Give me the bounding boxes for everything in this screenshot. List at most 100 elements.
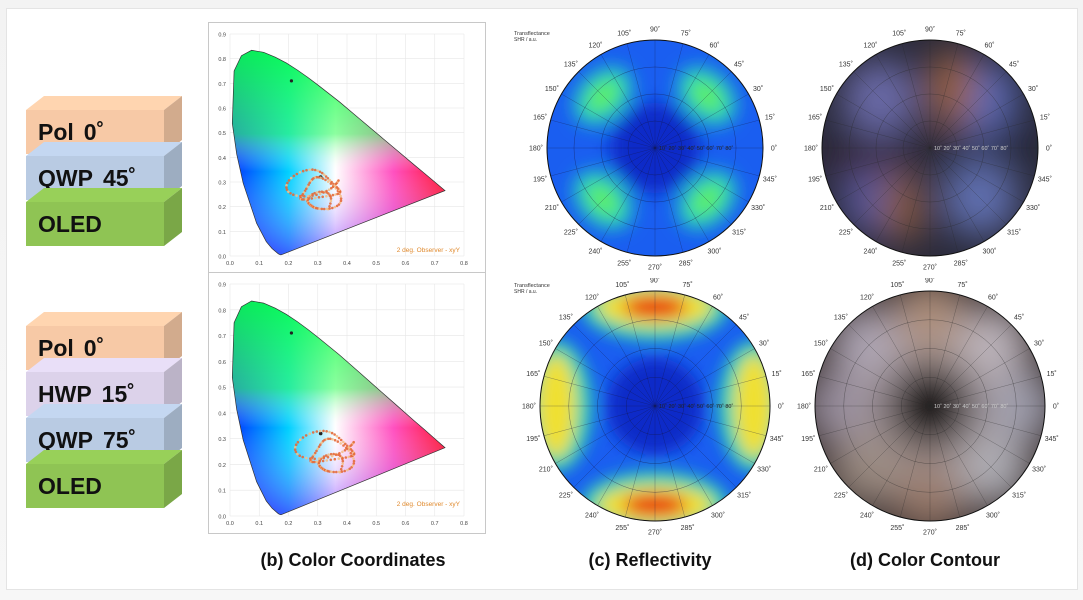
angle-label: 15˚ (1047, 370, 1057, 378)
circle-shape (299, 194, 302, 198)
angle-label: 240˚ (588, 248, 602, 256)
line-shape (654, 119, 760, 149)
line-shape (654, 306, 713, 407)
circle-shape (339, 467, 343, 471)
circle-shape (304, 197, 308, 201)
angle-label: 255˚ (615, 524, 629, 532)
layer-angle: 0˚ (83, 118, 105, 145)
x-tick-label: 0.2 (285, 521, 293, 527)
line-shape (929, 147, 1024, 203)
line-shape (654, 294, 685, 407)
angle-label: 270˚ (923, 264, 937, 272)
circle-shape (292, 174, 296, 178)
x-tick-label: 0.6 (402, 261, 410, 267)
line-shape (578, 147, 656, 225)
angle-label: 330˚ (757, 466, 771, 474)
circle-shape (318, 170, 322, 174)
caption-color-coordinates: (b) Color Coordinates (260, 550, 446, 570)
angle-label: 255˚ (890, 524, 904, 532)
angle-label: 135˚ (564, 60, 578, 68)
layer-angle: 45˚ (102, 164, 137, 191)
circle-shape (349, 447, 352, 451)
circle-shape (313, 460, 316, 464)
angle-label: 90˚ (925, 26, 935, 34)
y-tick-label: 0.5 (218, 131, 226, 137)
circle-shape (292, 193, 295, 196)
circle-shape (307, 194, 310, 198)
cie-frame (208, 272, 486, 534)
angle-label: 120˚ (585, 293, 599, 301)
y-tick-label: 0.0 (218, 515, 226, 521)
layer-label: QWP (38, 164, 93, 191)
circle-shape (331, 193, 335, 197)
angle-label: 75˚ (683, 281, 693, 289)
line-shape (625, 294, 656, 407)
angle-label: 270˚ (648, 529, 662, 537)
circle-shape (337, 457, 341, 460)
angle-label: 270˚ (923, 529, 937, 537)
y-tick-label: 0.3 (218, 437, 226, 443)
angle-label: 60˚ (984, 41, 994, 49)
circle-shape (305, 168, 308, 172)
layer-label: HWP (38, 380, 92, 407)
line-shape (929, 71, 1007, 149)
angle-label: 180˚ (529, 145, 543, 153)
polar-outline (546, 39, 764, 257)
circle-shape (315, 449, 318, 453)
angle-label: 180˚ (522, 403, 536, 411)
circle-shape (295, 194, 298, 197)
angle-label: 345˚ (1045, 435, 1059, 443)
layer-top-face (26, 450, 182, 464)
angle-label: 75˚ (958, 281, 968, 289)
radial-labels: 10˚ 20˚ 30˚ 40˚ 50˚ 60˚ 70˚ 80˚ (659, 145, 733, 152)
y-tick-label: 0.6 (218, 107, 226, 113)
line-shape (872, 306, 931, 407)
layer-side-face (164, 358, 182, 416)
angle-label: 210˚ (820, 204, 834, 212)
line-shape (654, 71, 732, 149)
circle-shape (352, 440, 355, 444)
layer-front-face: OLED (26, 464, 164, 508)
circle-shape (319, 176, 322, 179)
line-shape (929, 147, 959, 253)
circle-shape (315, 460, 319, 464)
angle-label: 0˚ (1046, 145, 1052, 153)
circle-shape (341, 459, 345, 463)
layer-side-face (164, 142, 182, 200)
angle-label: 270˚ (648, 264, 662, 272)
y-tick-label: 0.5 (218, 386, 226, 392)
angle-label: 165˚ (808, 114, 822, 122)
line-shape (654, 147, 749, 203)
circle-shape (296, 440, 300, 444)
circle-shape (324, 175, 328, 178)
line-shape (654, 54, 710, 149)
circle-shape (332, 470, 335, 474)
ellipse-shape (881, 173, 925, 242)
line-shape (543, 376, 656, 407)
line-shape (654, 376, 767, 407)
line-shape (654, 147, 732, 225)
circle-shape (352, 457, 355, 460)
circle-shape (333, 205, 337, 209)
cie-panel-top: 0.9 0.8 0.7 0.6 0.5 0.4 0.3 0.2 0.1 0.0 0.0 0.1 0.2 0… (208, 22, 486, 274)
circle-shape (321, 195, 324, 199)
layer-angle: 75˚ (102, 426, 137, 453)
line-shape (836, 93, 931, 149)
angle-label: 285˚ (679, 259, 693, 267)
x-tick-label: 0.3 (314, 261, 322, 267)
line-shape (929, 405, 1030, 464)
angle-label: 345˚ (770, 435, 784, 443)
angle-label: 105˚ (892, 30, 906, 38)
line-shape (626, 43, 656, 149)
line-shape (929, 306, 988, 407)
circle-shape (304, 434, 308, 437)
line-shape (654, 348, 755, 407)
angle-label: 255˚ (892, 259, 906, 267)
line-shape (561, 147, 656, 203)
circle-shape (287, 190, 290, 193)
line-shape (573, 405, 656, 488)
circle-shape (328, 205, 331, 208)
layer-top-face (26, 142, 182, 156)
circle-shape (317, 445, 321, 448)
line-shape (875, 147, 931, 242)
